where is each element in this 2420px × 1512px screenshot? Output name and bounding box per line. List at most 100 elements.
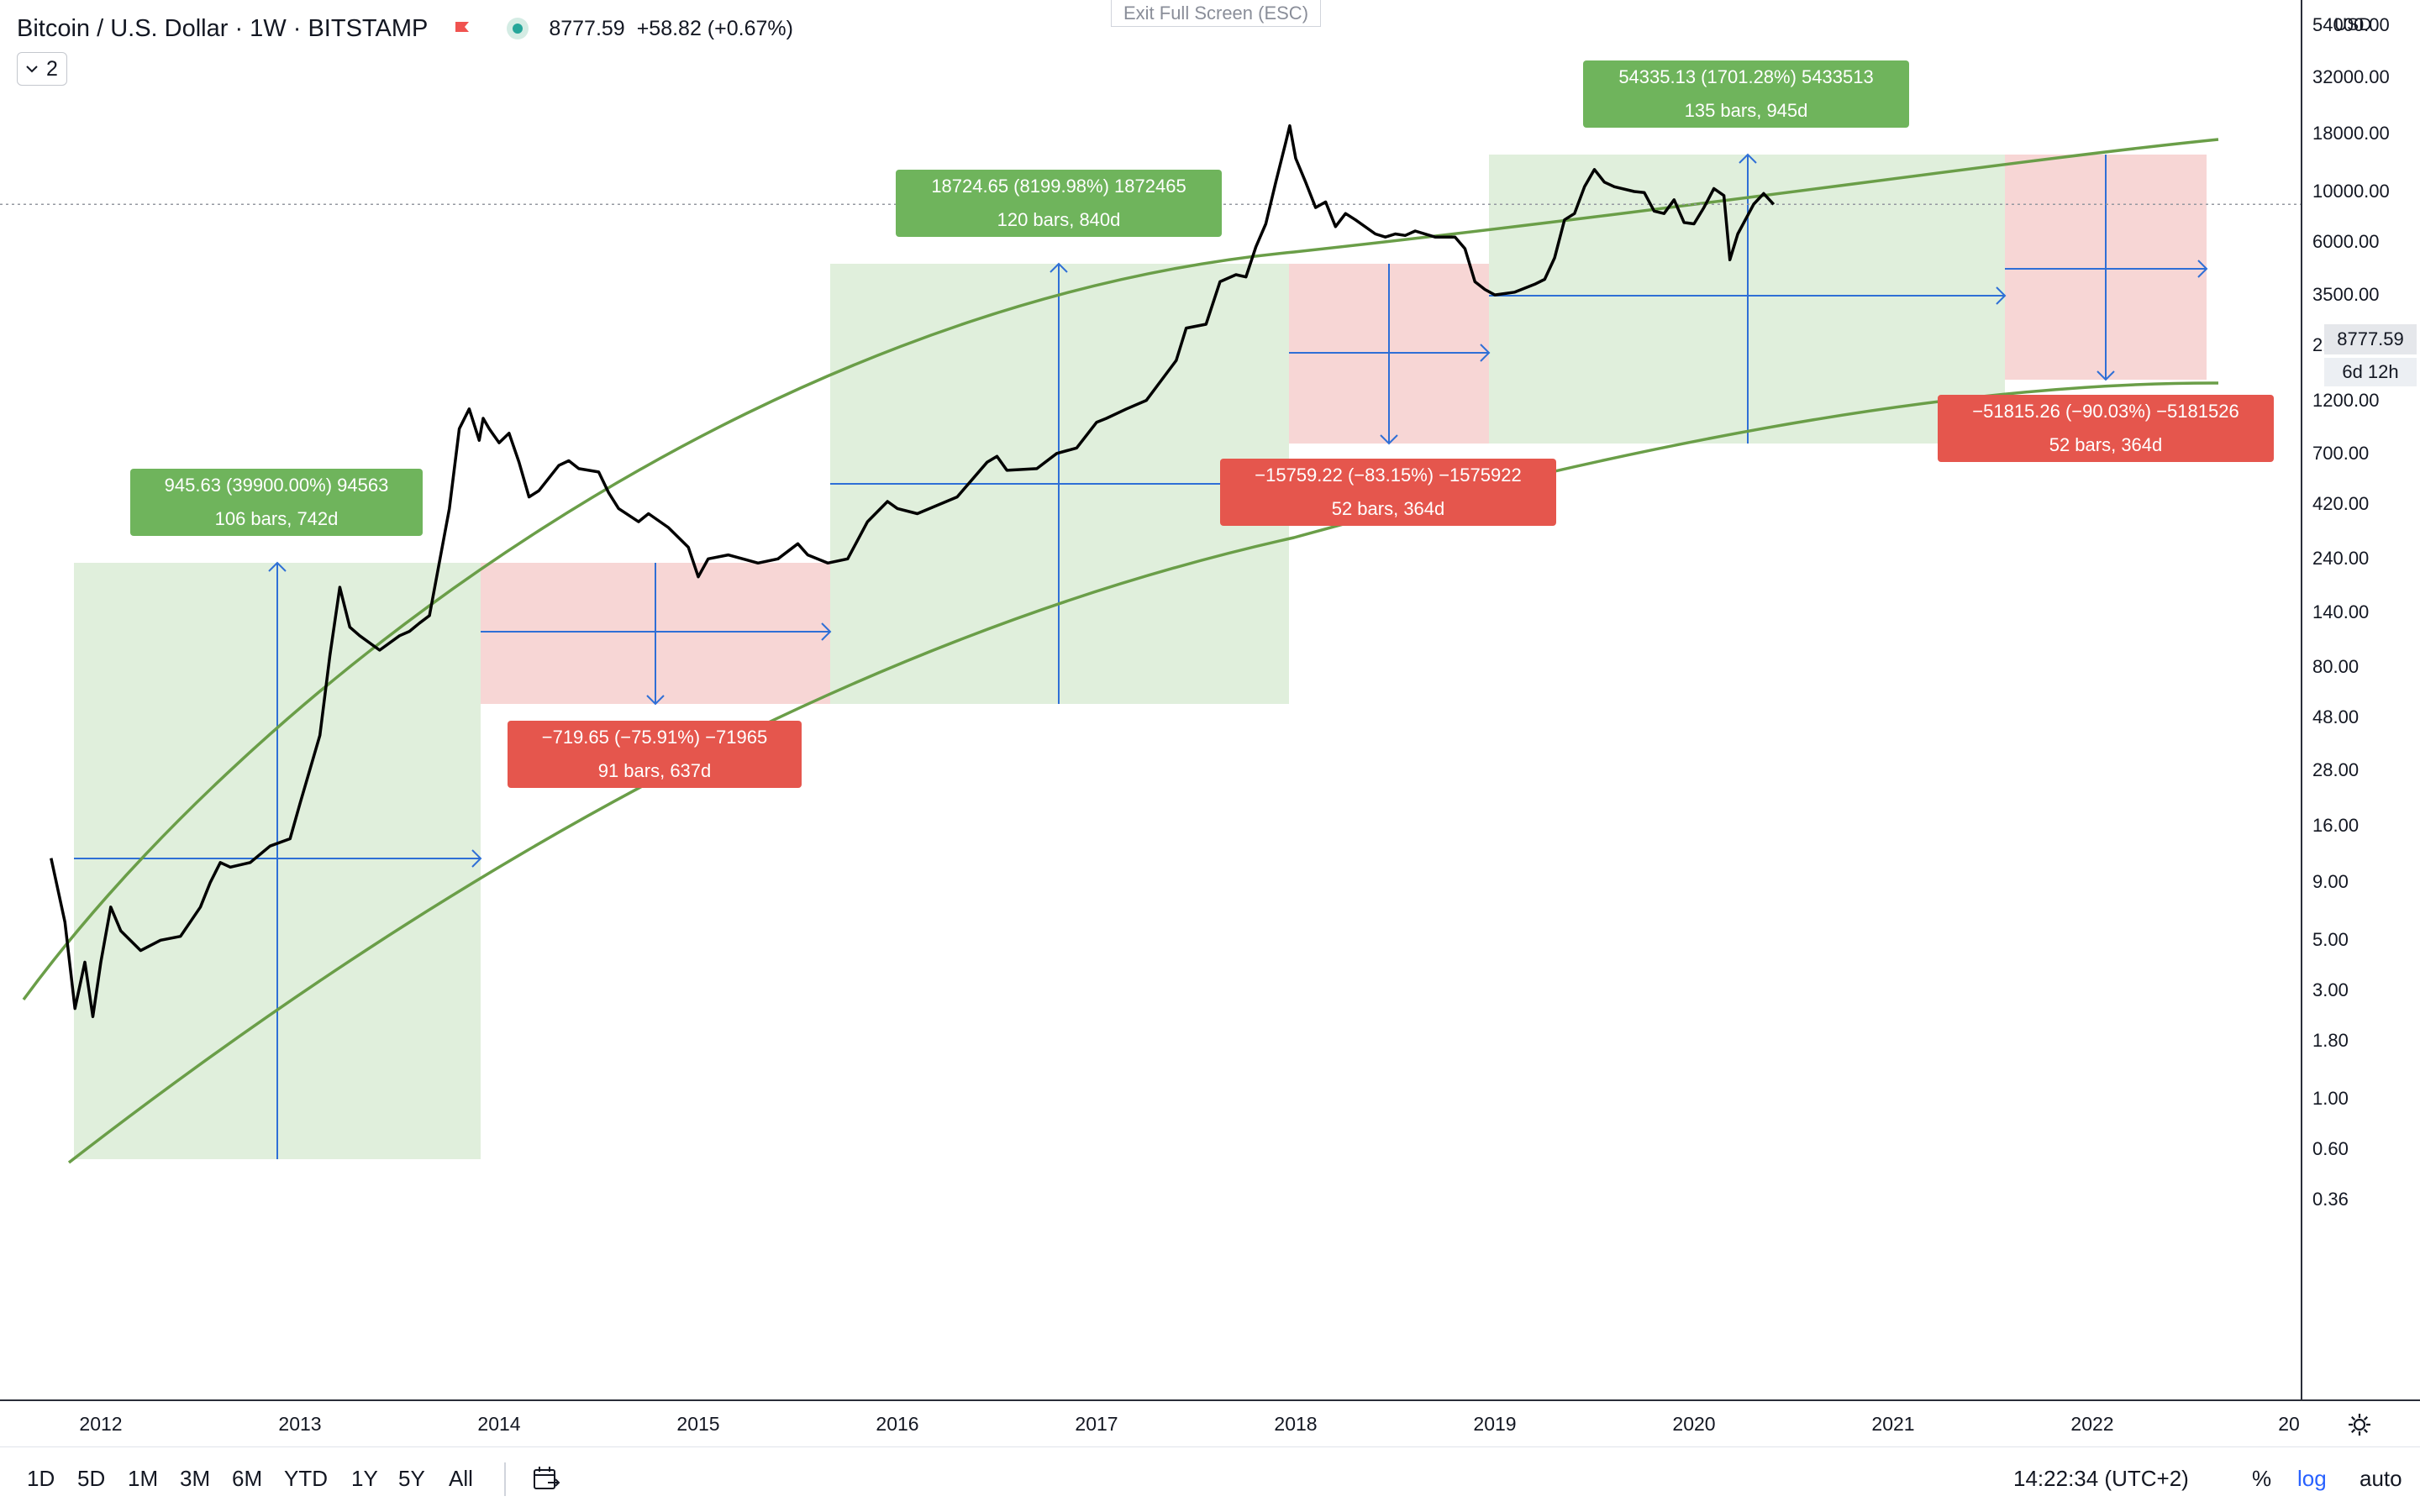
- time-tick-label: 2018: [1274, 1413, 1318, 1435]
- price-tick-label: 16.00: [2312, 814, 2360, 836]
- clock-readout[interactable]: 14:22:34 (UTC+2): [2013, 1466, 2189, 1491]
- measure-arrow: [1739, 153, 1757, 164]
- price-tick-label: 54000.00: [2312, 14, 2390, 36]
- current-price-tag: 8777.59: [2324, 324, 2417, 354]
- indicators-collapse-button[interactable]: 2: [17, 52, 67, 86]
- measure-duration-text: 52 bars, 364d: [1331, 498, 1445, 519]
- measure-label-1[interactable]: 945.63 (39900.00%) 94563 106 bars, 742d: [130, 469, 423, 536]
- time-tick-label: 2015: [676, 1413, 720, 1435]
- price-tick-label: 0.60: [2312, 1137, 2349, 1159]
- measure-label-4[interactable]: −15759.22 (−83.15%) −1575922 52 bars, 364…: [1220, 459, 1556, 526]
- price-chart[interactable]: [0, 0, 2301, 1399]
- quote-values: 8777.59 +58.82 (+0.67%): [549, 17, 805, 41]
- range-ytd-button[interactable]: YTD: [284, 1466, 328, 1491]
- measure-change-text: 945.63 (39900.00%) 94563: [164, 475, 389, 496]
- log-scale-toggle[interactable]: log: [2297, 1466, 2327, 1491]
- exit-fullscreen-button[interactable]: Exit Full Screen (ESC): [1111, 0, 1321, 27]
- price-tick-label: 1.80: [2312, 1030, 2349, 1052]
- lower-channel-curve[interactable]: [67, 381, 2219, 1164]
- time-tick-label: 2016: [876, 1413, 919, 1435]
- range-all-button[interactable]: All: [449, 1466, 473, 1491]
- price-tick-label: 420.00: [2312, 492, 2370, 514]
- time-tick-label: 2020: [1672, 1413, 1716, 1435]
- measure-arrow: [1380, 434, 1398, 445]
- currency-label: USD: [2334, 15, 2372, 34]
- time-tick-label: 2021: [1871, 1413, 1915, 1435]
- measure-arrow: [268, 561, 287, 572]
- time-tick-label: 2017: [1075, 1413, 1118, 1435]
- measure-label-3[interactable]: 18724.65 (8199.98%) 1872465 120 bars, 840…: [896, 170, 1222, 237]
- price-tick-label: 240.00: [2312, 548, 2370, 570]
- price-tick-label: 9.00: [2312, 871, 2349, 893]
- measure-arrow: [1996, 286, 2007, 305]
- measure-arrow: [471, 849, 482, 868]
- range-6m-button[interactable]: 6M: [232, 1466, 263, 1491]
- time-tick-label: 20: [2278, 1413, 2300, 1435]
- measure-label-5[interactable]: 54335.13 (1701.28%) 5433513 135 bars, 945…: [1583, 60, 1909, 128]
- price-tick-label: 18000.00: [2312, 123, 2390, 144]
- symbol-title[interactable]: Bitcoin / U.S. Dollar · 1W · BITSTAMP: [17, 14, 429, 42]
- bar-countdown-tag: 6d 12h: [2324, 358, 2417, 386]
- upper-channel-curve[interactable]: [22, 138, 2219, 1001]
- time-tick-label: 2019: [1473, 1413, 1517, 1435]
- chart-header: Bitcoin / U.S. Dollar · 1W · BITSTAMP 87…: [17, 12, 805, 45]
- measure-change-text: −719.65 (−75.91%) −71965: [541, 727, 768, 748]
- measure-duration-text: 120 bars, 840d: [997, 209, 1121, 230]
- price-tick-label: 700.00: [2312, 442, 2370, 464]
- measure-label-6[interactable]: −51815.26 (−90.03%) −5181526 52 bars, 364…: [1938, 395, 2274, 462]
- indicator-count: 2: [46, 56, 58, 81]
- auto-scale-toggle[interactable]: auto: [2360, 1466, 2402, 1491]
- price-series-line: [50, 123, 1776, 1019]
- price-tick-label: 3500.00: [2312, 284, 2380, 306]
- flag-icon[interactable]: [453, 19, 471, 38]
- measure-change-text: 18724.65 (8199.98%) 1872465: [931, 176, 1186, 197]
- price-tick-label: 6000.00: [2312, 230, 2380, 252]
- measure-arrow: [821, 622, 832, 641]
- range-1m-button[interactable]: 1M: [128, 1466, 159, 1491]
- price-tick-label: 80.00: [2312, 656, 2360, 678]
- measure-duration-text: 52 bars, 364d: [2049, 434, 2163, 455]
- gear-icon[interactable]: [2346, 1411, 2373, 1438]
- price-axis[interactable]: 54000.00 32000.00 18000.00 10000.00 6000.00 3…: [2301, 0, 2420, 1399]
- chevron-down-icon: [26, 66, 38, 73]
- price-tick-label: 3.00: [2312, 979, 2349, 1001]
- measure-change-text: −15759.22 (−83.15%) −1575922: [1255, 465, 1522, 486]
- price-tick-label: 32000.00: [2312, 66, 2390, 87]
- toolbar-divider: [504, 1462, 506, 1496]
- range-1d-button[interactable]: 1D: [27, 1466, 55, 1491]
- percent-scale-toggle[interactable]: %: [2252, 1466, 2272, 1491]
- measure-arrow: [1480, 344, 1491, 362]
- price-tick-label: 0.36: [2312, 1188, 2349, 1210]
- time-tick-label: 2014: [477, 1413, 521, 1435]
- calendar-goto-icon[interactable]: [531, 1464, 561, 1494]
- measure-duration-text: 91 bars, 637d: [597, 760, 712, 781]
- range-3m-button[interactable]: 3M: [180, 1466, 211, 1491]
- measure-change-text: 54335.13 (1701.28%) 5433513: [1618, 66, 1874, 87]
- measure-duration-text: 135 bars, 945d: [1684, 100, 1808, 121]
- measure-duration-text: 106 bars, 742d: [214, 508, 339, 529]
- time-tick-label: 2022: [2070, 1413, 2114, 1435]
- range-5d-button[interactable]: 5D: [77, 1466, 106, 1491]
- time-tick-label: 2013: [278, 1413, 322, 1435]
- price-tick-label: 48.00: [2312, 706, 2360, 728]
- measure-arrow: [646, 695, 665, 706]
- measure-change-text: −51815.26 (−90.03%) −5181526: [1972, 401, 2239, 422]
- time-axis[interactable]: 2012 2013 2014 2015 2016 2017 2018 2019 2020 2021…: [0, 1399, 2420, 1446]
- bottom-toolbar: 1D 5D 1M 3M 6M YTD 1Y 5Y All 14:22:34 (U…: [0, 1446, 2420, 1512]
- time-tick-label: 2012: [79, 1413, 123, 1435]
- measure-label-2[interactable]: −719.65 (−75.91%) −71965 91 bars, 637d: [508, 721, 802, 788]
- price-change: +58.82 (+0.67%): [636, 16, 793, 40]
- range-5y-button[interactable]: 5Y: [398, 1466, 425, 1491]
- range-1y-button[interactable]: 1Y: [351, 1466, 378, 1491]
- chart-pane[interactable]: [0, 0, 2301, 1399]
- measure-arrow: [2096, 370, 2115, 381]
- last-price: 8777.59: [549, 16, 625, 40]
- price-tick-label: 140.00: [2312, 601, 2370, 622]
- price-tick-label: 10000.00: [2312, 181, 2390, 202]
- price-tick-label: 5.00: [2312, 929, 2349, 951]
- price-tick-label: 1.00: [2312, 1088, 2349, 1109]
- measure-arrow: [1050, 262, 1068, 273]
- price-tick-label: 28.00: [2312, 759, 2360, 781]
- measure-arrow: [2197, 260, 2208, 278]
- price-tick-label: 1200.00: [2312, 389, 2380, 411]
